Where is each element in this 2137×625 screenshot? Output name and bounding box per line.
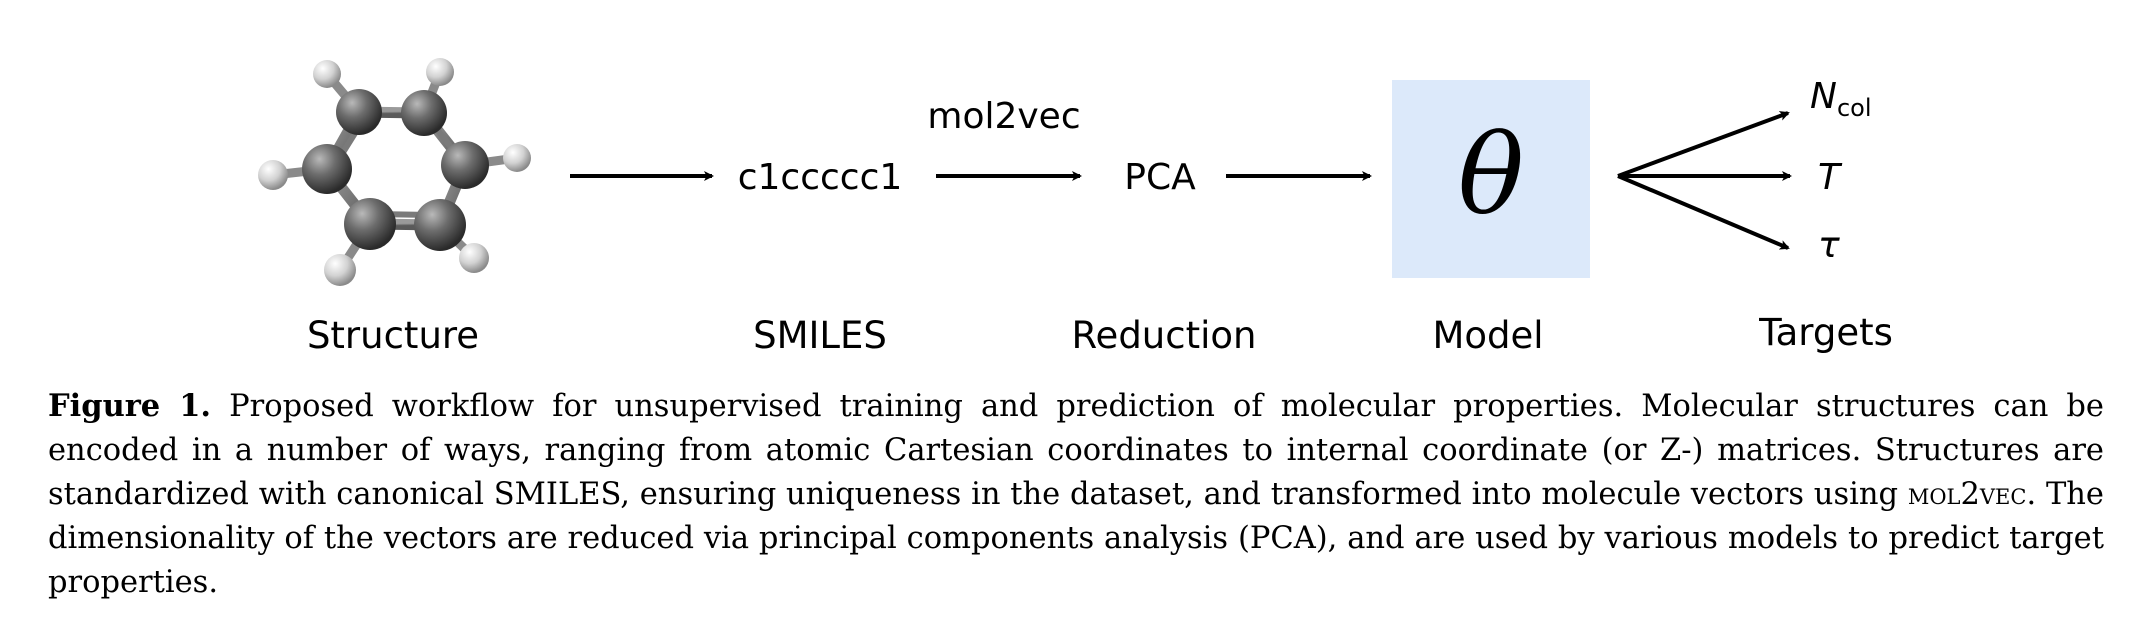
caption-text-part1: Proposed workflow for unsupervised train… (48, 389, 2104, 512)
theta-symbol: θ (1458, 111, 1524, 239)
target-ncol: Ncol (1810, 76, 1871, 122)
stage-label-model: Model (1432, 314, 1543, 357)
caption-text-part2: . The dimensionality of the vectors are … (48, 477, 2104, 600)
workflow-diagram: c1ccccc1 mol2vec PCA θ Ncol T τ Structur… (258, 58, 1893, 357)
figure-caption: Figure 1. Proposed workflow for unsuperv… (48, 384, 2104, 605)
stage-label-targets: Targets (1758, 311, 1893, 354)
figure-label: Figure 1. (48, 388, 212, 424)
stage-label-reduction: Reduction (1072, 314, 1257, 357)
target-temperature: T (1818, 157, 1843, 198)
model-box (1392, 80, 1590, 278)
caption-mol2vec-term: mol2vec (1907, 477, 2027, 512)
target-arrows (1617, 111, 1792, 250)
target-tau: τ (1818, 225, 1840, 266)
smiles-string: c1ccccc1 (738, 157, 903, 198)
stage-label-smiles: SMILES (753, 314, 887, 357)
mol2vec-label: mol2vec (927, 96, 1080, 137)
benzene-molecule-icon (258, 58, 531, 286)
stage-label-structure: Structure (307, 314, 479, 357)
pca-label: PCA (1124, 157, 1196, 198)
